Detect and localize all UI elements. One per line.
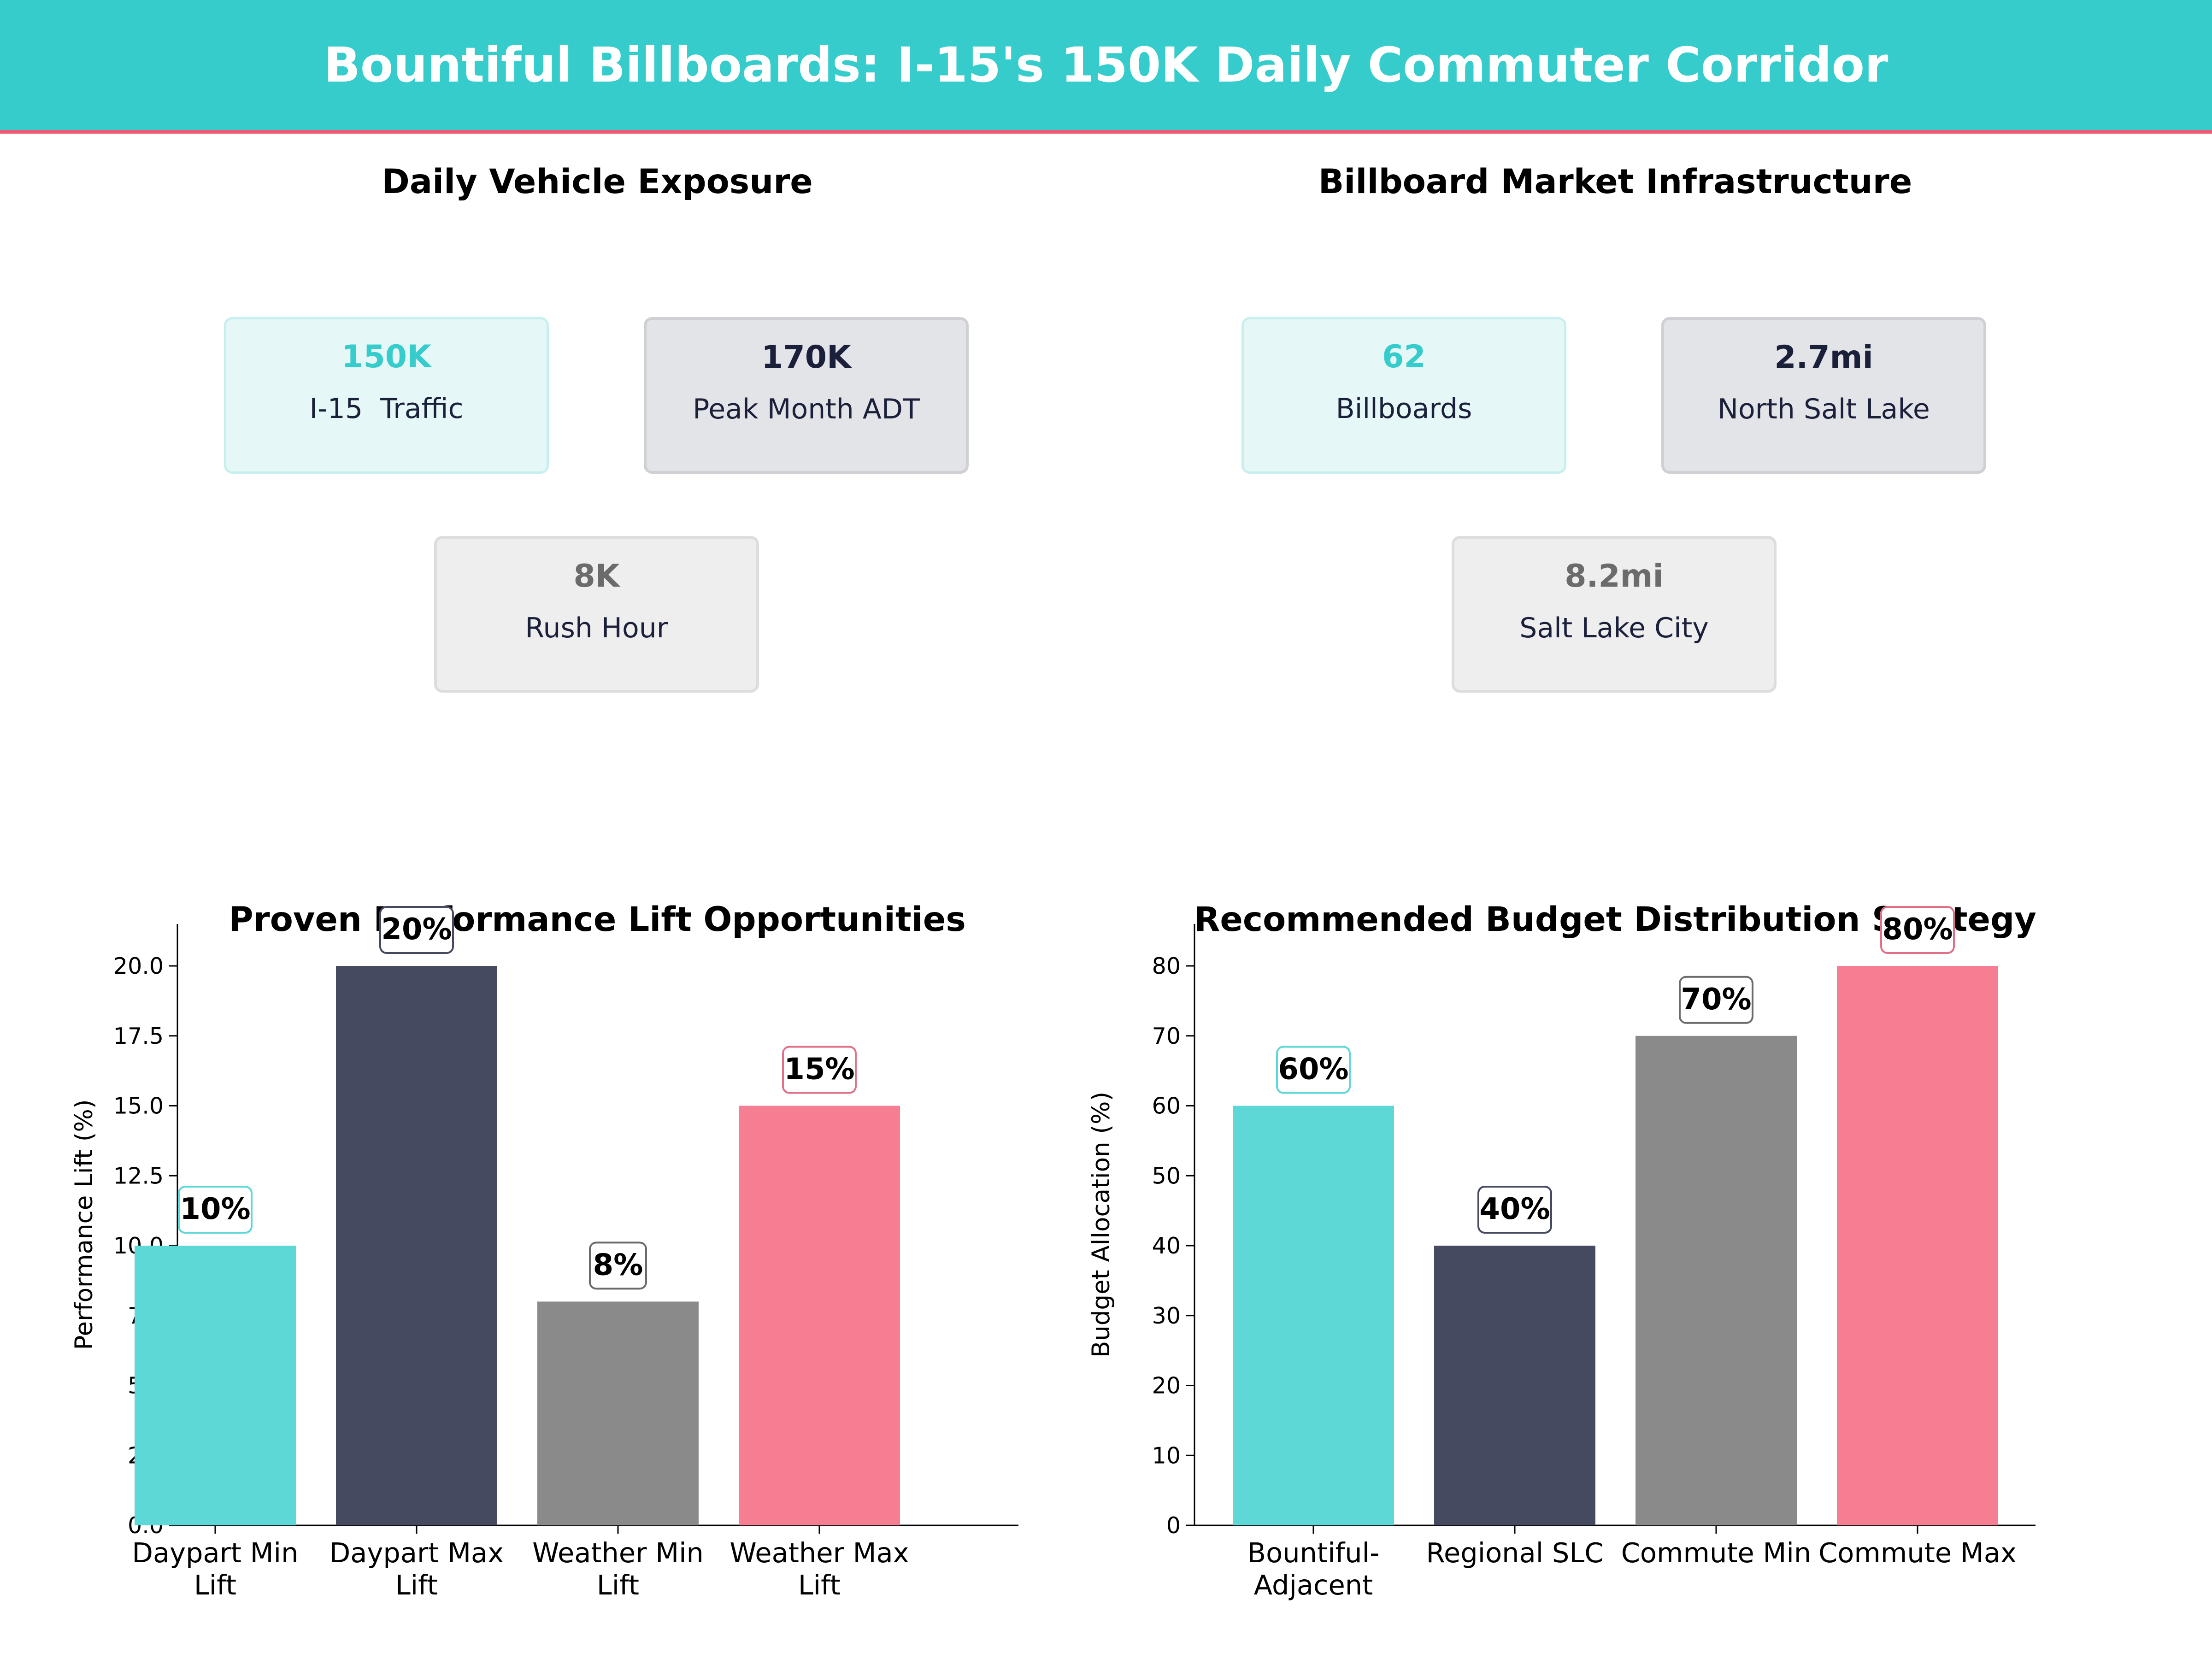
bar	[336, 966, 497, 1525]
x-tick-label: Daypart Min Lift	[132, 1537, 299, 1601]
y-tick-label: 20	[1152, 1373, 1181, 1399]
y-tick-label: 12.5	[113, 1163, 164, 1189]
metric-label: I-15 Traffic	[309, 393, 464, 425]
bar	[1635, 1035, 1797, 1525]
y-axis-label: Budget Allocation (%)	[1087, 1092, 1115, 1358]
y-tick-label: 30	[1152, 1303, 1181, 1329]
metric-card-billboards: 62 Billboards	[1241, 317, 1566, 474]
chart-title: Proven Performance Lift Opportunities	[229, 900, 966, 939]
data-label-box	[1477, 1186, 1552, 1234]
y-tick-label: 0	[1166, 1512, 1181, 1539]
data-label-box	[589, 1241, 647, 1290]
metric-value: 8K	[573, 558, 620, 594]
x-tick-label: Commute Max	[1818, 1537, 2017, 1569]
metric-value: 150K	[341, 339, 431, 375]
page-title: Bountiful Billboards: I-15's 150K Daily …	[324, 37, 1888, 93]
data-label: 10%	[180, 1192, 250, 1226]
metric-card-peak-month-adt: 170K Peak Month ADT	[644, 317, 969, 474]
metric-label: Billboards	[1335, 393, 1472, 425]
x-tick-label: Weather Min Lift	[532, 1537, 704, 1601]
data-label: 20%	[381, 912, 452, 947]
infrastructure-title: Billboard Market Infrastructure	[1318, 162, 1912, 201]
performance-lift-chart: Proven Performance Lift Opportunities0.0…	[70, 900, 1018, 1601]
y-tick-label: 40	[1152, 1233, 1181, 1259]
metric-label: Rush Hour	[525, 612, 668, 644]
bar	[1837, 966, 1998, 1525]
bar	[135, 1246, 296, 1525]
data-label: 8%	[593, 1248, 643, 1282]
data-label: 40%	[1479, 1192, 1550, 1226]
metric-value: 8.2mi	[1565, 558, 1664, 594]
metric-value: 62	[1382, 339, 1426, 375]
y-tick-label: 17.5	[113, 1023, 164, 1049]
x-tick-label: Daypart Max Lift	[329, 1537, 504, 1601]
data-label-box	[782, 1046, 857, 1094]
bar	[1233, 1106, 1394, 1525]
x-tick-label: Weather Max Lift	[729, 1537, 909, 1601]
bar	[739, 1106, 900, 1525]
data-label-box	[1880, 906, 1955, 954]
metric-value: 2.7mi	[1774, 339, 1873, 376]
x-tick-label: Regional SLC	[1426, 1537, 1604, 1569]
metric-card-salt-lake-city: 8.2mi Salt Lake City	[1452, 536, 1777, 693]
y-tick-label: 80	[1152, 953, 1181, 979]
x-tick-label: Bountiful-Adjacent	[1247, 1537, 1380, 1601]
data-label-box	[1276, 1046, 1351, 1094]
data-label: 60%	[1278, 1053, 1348, 1087]
exposure-title: Daily Vehicle Exposure	[382, 162, 813, 201]
budget-distribution-chart: Recommended Budget Distribution Strategy…	[1087, 900, 2036, 1601]
data-label-box	[1679, 976, 1753, 1024]
data-label: 70%	[1681, 982, 1751, 1017]
bar	[1434, 1246, 1595, 1525]
y-tick-label: 20.0	[113, 953, 164, 979]
data-label: 80%	[1882, 912, 1953, 947]
y-tick-label: 50	[1152, 1163, 1181, 1189]
metric-label: Peak Month ADT	[693, 393, 920, 425]
metric-card-i15-traffic: 150K I-15 Traffic	[224, 317, 549, 474]
metric-card-north-salt-lake: 2.7mi North Salt Lake	[1661, 317, 1986, 474]
metric-value: 170K	[761, 339, 851, 376]
y-tick-label: 70	[1152, 1023, 1181, 1049]
metric-label: North Salt Lake	[1718, 393, 1930, 425]
y-tick-label: 10	[1152, 1442, 1181, 1469]
bar	[537, 1301, 699, 1525]
metric-card-rush-hour: 8K Rush Hour	[434, 536, 759, 693]
header-banner: Bountiful Billboards: I-15's 150K Daily …	[0, 0, 2212, 134]
data-label-box	[379, 906, 454, 954]
data-label: 15%	[784, 1053, 854, 1087]
y-tick-label: 15.0	[113, 1093, 164, 1119]
metric-label: Salt Lake City	[1519, 612, 1709, 644]
x-tick-label: Commute Min	[1621, 1537, 1812, 1569]
y-tick-label: 60	[1152, 1093, 1181, 1119]
data-label-box	[178, 1186, 253, 1234]
y-axis-label: Performance Lift (%)	[70, 1099, 98, 1350]
